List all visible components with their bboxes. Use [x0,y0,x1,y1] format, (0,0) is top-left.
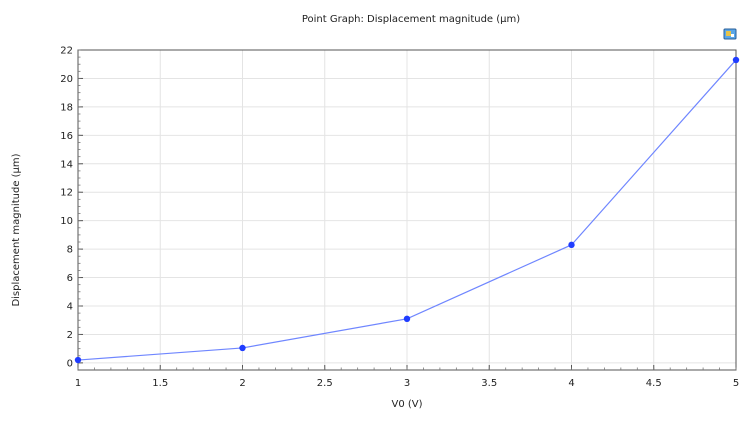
image-export-icon[interactable] [723,28,737,40]
chart-title: Point Graph: Displacement magnitude (µm) [302,14,520,25]
data-point [74,356,82,364]
y-tick-label: 4 [67,302,73,313]
y-tick-label: 12 [60,188,73,199]
x-axis-ticks: 1 1.5 2 2.5 3 3.5 4 4.5 5 [75,365,739,389]
x-tick-label: 4.5 [646,378,662,389]
data-point [568,241,575,249]
x-tick-label: 3 [404,378,410,389]
x-tick-label: 1 [75,378,81,389]
y-tick-label: 0 [67,358,73,369]
y-tick-label: 14 [60,159,73,170]
y-tick-label: 2 [67,330,73,341]
y-tick-label: 22 [60,46,73,57]
y-tick-label: 20 [60,74,73,85]
x-tick-label: 4 [568,378,574,389]
y-axis-ticks: 0 2 4 6 8 10 12 14 16 18 20 22 [60,46,83,369]
data-point [403,315,411,322]
data-point [732,56,740,64]
x-axis-title: V0 (V) [391,399,422,410]
y-axis-title: Displacement magnitude (µm) [11,153,22,306]
x-tick-label: 5 [733,378,739,389]
grid [77,49,737,370]
x-tick-label: 1.5 [152,378,168,389]
y-tick-label: 8 [67,245,73,256]
series-layer [74,56,740,364]
x-tick-label: 3.5 [481,378,497,389]
data-point [239,344,246,352]
x-tick-label: 2.5 [317,378,333,389]
x-tick-label: 2 [239,378,245,389]
y-tick-label: 18 [60,102,73,113]
y-tick-label: 6 [67,273,73,284]
y-tick-label: 16 [60,131,73,142]
y-tick-label: 10 [60,216,73,227]
